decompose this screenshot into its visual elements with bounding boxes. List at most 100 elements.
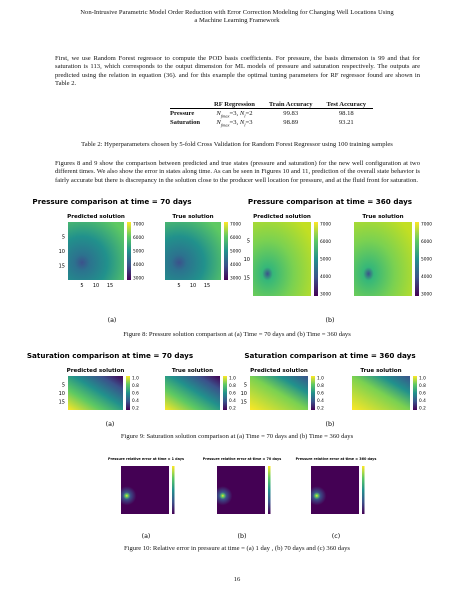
colorbar-tick-label: 6000 — [133, 235, 144, 241]
subplot-title: Predicted solution — [250, 368, 308, 374]
colorbar-tick-label: 0.8 — [317, 383, 324, 389]
colorbar-tick-label: 6000 — [421, 239, 432, 245]
table-row: Pressure Nfmax=3, Nl=2 99.83 98.18 — [170, 109, 373, 119]
subplot-title: Predicted solution — [67, 368, 125, 374]
colorbar-tick-label: 0.8 — [132, 383, 139, 389]
colorbar — [127, 222, 131, 280]
subplot-title: True solution — [172, 368, 213, 374]
y-tick-label: 5 — [247, 239, 250, 245]
heatmap — [311, 466, 359, 514]
figure-caption: Figure 9: Saturation solution comparison… — [120, 433, 354, 440]
colorbar-tick-label: 1.0 — [419, 376, 426, 382]
colorbar-tick-label: 4000 — [230, 262, 241, 268]
heatmap — [250, 376, 308, 410]
colorbar-tick-label: 5000 — [421, 257, 432, 263]
colorbar-tick-label: 3000 — [421, 292, 432, 298]
table-row: Saturation Nfmax=3, Nl=3 98.89 93.21 — [170, 118, 373, 127]
text: =3, — [229, 118, 240, 126]
x-tick-label: 10 — [93, 283, 99, 289]
colorbar-tick-label: 5000 — [230, 249, 241, 255]
colorbar-tick-label: 4000 — [133, 262, 144, 268]
heatmap — [354, 222, 412, 296]
figure-title: Pressure relative error at time = 360 da… — [296, 457, 377, 461]
colorbar-tick-label: 4000 — [320, 274, 331, 280]
cell: Nfmax=3, Nl=2 — [207, 109, 262, 119]
subplot-title: Predicted solution — [67, 214, 125, 220]
heatmap — [253, 222, 311, 296]
y-tick-label: 10 — [59, 249, 65, 255]
colorbar-tick-label: 0.2 — [229, 406, 236, 412]
table-header: RF Regression Train Accuracy Test Accura… — [170, 100, 374, 109]
colorbar-tick-label: 1.0 — [229, 376, 236, 382]
heatmap — [352, 376, 410, 410]
y-tick-label: 15 — [59, 264, 65, 270]
figure-title: Pressure relative error at time = 1 days — [108, 457, 184, 461]
colorbar — [314, 222, 318, 296]
colorbar — [362, 466, 365, 514]
panel-label: (b) — [238, 533, 247, 540]
panel-label: (a) — [142, 533, 151, 540]
row-label: Saturation — [170, 119, 201, 127]
colorbar-tick-label: 0.6 — [317, 391, 324, 397]
colorbar-tick-label: 0.6 — [229, 391, 236, 397]
cell: 93.21 — [338, 119, 354, 127]
colorbar-tick-label: 4000 — [421, 274, 432, 280]
colorbar-tick-label: 7000 — [230, 222, 241, 228]
header-line: a Machine Learning Framework — [194, 17, 280, 25]
symbol: N — [216, 118, 221, 126]
colorbar — [223, 376, 227, 410]
column-header: Train Accuracy — [268, 100, 313, 108]
heatmap — [68, 222, 124, 280]
colorbar — [415, 222, 419, 296]
text: =3, — [229, 109, 240, 117]
colorbar — [224, 222, 228, 280]
y-tick-label: 15 — [244, 276, 250, 282]
colorbar-tick-label: 0.4 — [132, 398, 139, 404]
paragraph: First, we use Random Forest regressor to… — [55, 55, 420, 88]
x-tick-label: 5 — [177, 283, 180, 289]
colorbar — [172, 466, 175, 514]
text: =2 — [245, 109, 253, 117]
colorbar — [311, 376, 315, 410]
colorbar-tick-label: 0.4 — [229, 398, 236, 404]
x-tick-label: 15 — [107, 283, 113, 289]
colorbar-tick-label: 3000 — [133, 276, 144, 282]
column-header: Test Accuracy — [326, 100, 367, 108]
figure-caption: Figure 10: Relative error in pressure at… — [123, 545, 350, 552]
panel-label: (c) — [332, 533, 340, 540]
colorbar — [413, 376, 417, 410]
symbol: N — [239, 109, 245, 117]
colorbar — [126, 376, 130, 410]
subscript: fmax — [220, 122, 230, 128]
y-tick-label: 5 — [244, 383, 247, 389]
colorbar-tick-label: 0.8 — [419, 383, 426, 389]
y-tick-label: 15 — [241, 400, 247, 406]
subscript: l — [244, 112, 246, 118]
colorbar-tick-label: 3000 — [320, 292, 331, 298]
colorbar-tick-label: 0.2 — [132, 406, 139, 412]
colorbar-tick-label: 7000 — [133, 222, 144, 228]
subplot-title: Predicted solution — [253, 214, 311, 220]
panel-label: (b) — [326, 421, 335, 428]
cell: 99.83 — [283, 110, 299, 118]
heatmap — [165, 222, 221, 280]
symbol: N — [239, 118, 245, 126]
x-tick-label: 10 — [190, 283, 196, 289]
colorbar-tick-label: 1.0 — [317, 376, 324, 382]
panel-label: (a) — [106, 421, 115, 428]
row-label: Pressure — [170, 110, 195, 118]
heatmap — [68, 376, 123, 410]
colorbar-tick-label: 6000 — [230, 235, 241, 241]
x-tick-label: 15 — [204, 283, 210, 289]
y-tick-label: 5 — [62, 235, 65, 241]
symbol: N — [216, 109, 221, 117]
colorbar-tick-label: 0.6 — [132, 391, 139, 397]
y-tick-label: 5 — [62, 383, 65, 389]
y-tick-label: 15 — [59, 400, 65, 406]
cell: 98.89 — [283, 119, 299, 127]
colorbar-tick-label: 0.4 — [419, 398, 426, 404]
colorbar-tick-label: 0.8 — [229, 383, 236, 389]
subscript: l — [244, 122, 246, 128]
